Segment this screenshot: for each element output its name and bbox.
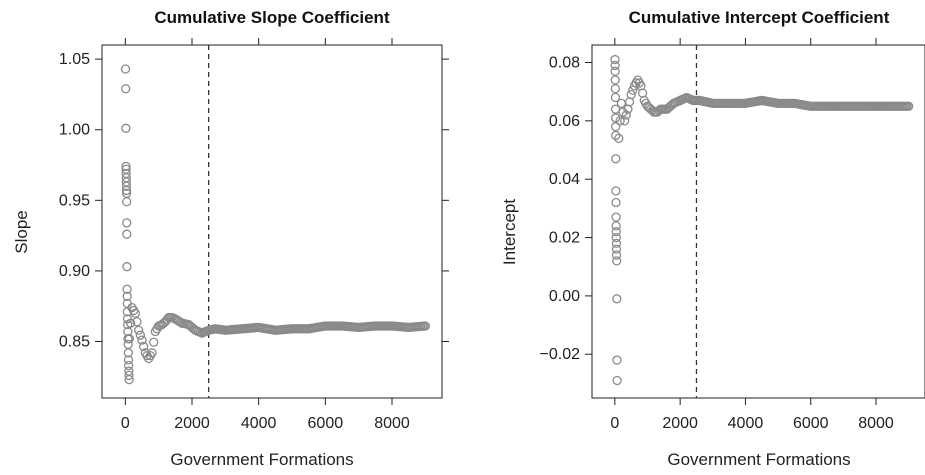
data-point — [612, 375, 622, 386]
data-point — [611, 232, 621, 243]
data-point — [149, 337, 159, 347]
data-point — [610, 66, 620, 76]
x-tick-label: 6000 — [308, 415, 344, 432]
y-tick-label: 0.08 — [549, 55, 580, 72]
data-point — [123, 326, 133, 337]
data-point — [611, 244, 622, 254]
intercept-panel: 0 2000 4000 6000 8000 −0.02 0.00 0.02 0.04 0.06 0.… — [540, 38, 925, 432]
data-point — [122, 218, 132, 228]
data-point — [611, 238, 622, 249]
y-tick-label: 0.90 — [59, 263, 90, 280]
plot-frame — [591, 44, 925, 399]
y-tick-label: 0.85 — [59, 334, 90, 351]
data-point — [130, 308, 140, 318]
slope-chart-title: Cumulative Slope Coefficient — [154, 8, 390, 27]
data-point — [137, 335, 147, 345]
data-point — [611, 122, 621, 132]
data-point — [611, 227, 621, 237]
x-tick-label: 4000 — [728, 415, 764, 432]
data-point — [619, 116, 630, 126]
x-tick-label: 4000 — [241, 415, 277, 432]
data-point — [616, 98, 627, 108]
data-point — [612, 294, 622, 304]
y-tick-label: 0.04 — [549, 171, 580, 188]
y-tick-label: 0.06 — [549, 113, 580, 130]
slope-panel: 0 2000 4000 6000 8000 0.85 0.90 0.95 1.00 1.05 — [59, 38, 449, 432]
data-point — [120, 64, 131, 74]
data-point — [122, 291, 132, 301]
data-point — [610, 75, 620, 85]
y-tick-label: 0.00 — [549, 288, 580, 305]
data-point — [139, 341, 149, 352]
data-point — [611, 154, 621, 164]
data-point — [611, 186, 621, 196]
slope-x-axis-label: Government Formations — [170, 450, 354, 469]
data-point — [121, 161, 131, 172]
data-point — [420, 321, 430, 331]
data-point — [122, 197, 132, 207]
data-point — [626, 89, 636, 100]
data-point — [124, 360, 134, 371]
intercept-x-axis-label: Government Formations — [667, 450, 851, 469]
x-tick-label: 8000 — [858, 415, 894, 432]
data-point — [124, 374, 134, 385]
data-point — [123, 339, 133, 349]
intercept-chart-title: Cumulative Intercept Coefficient — [628, 8, 890, 27]
data-point — [904, 101, 914, 111]
data-point — [121, 181, 132, 191]
data-point — [132, 317, 142, 327]
x-tick-label: 0 — [121, 415, 130, 432]
data-point — [614, 133, 624, 144]
y-tick-label: 0.02 — [549, 230, 580, 247]
data-point — [621, 110, 631, 120]
data-point — [124, 334, 134, 344]
y-tick-label: 1.00 — [59, 122, 90, 139]
data-point — [610, 54, 620, 65]
x-tick-label: 2000 — [662, 415, 698, 432]
data-point — [611, 256, 622, 266]
data-point — [610, 60, 620, 71]
intercept-y-axis-label: Intercept — [500, 198, 519, 266]
y-tick-label: −0.02 — [540, 346, 581, 363]
data-point — [121, 123, 131, 133]
plot-frame — [101, 44, 443, 399]
x-tick-label: 2000 — [174, 415, 210, 432]
data-point — [147, 348, 157, 358]
data-point — [610, 84, 620, 94]
x-tick-label: 6000 — [793, 415, 829, 432]
x-tick-label: 0 — [610, 415, 619, 432]
data-point — [610, 92, 621, 103]
data-point — [124, 370, 134, 381]
data-point — [611, 212, 621, 222]
data-point — [122, 284, 132, 294]
data-point — [135, 330, 145, 340]
data-point — [134, 325, 144, 335]
slope-y-axis-label: Slope — [12, 210, 31, 254]
y-tick-label: 1.05 — [59, 51, 90, 68]
data-point — [122, 262, 132, 272]
data-point — [611, 221, 621, 231]
data-point — [121, 84, 131, 94]
data-point — [123, 348, 133, 358]
data-point — [121, 185, 132, 196]
y-tick-label: 0.95 — [59, 192, 90, 209]
data-point — [122, 229, 132, 239]
data-point — [615, 116, 625, 126]
data-point — [126, 318, 136, 328]
data-point — [123, 355, 134, 365]
data-point — [611, 197, 621, 208]
data-point — [612, 355, 622, 365]
data-point — [611, 250, 622, 260]
x-tick-label: 8000 — [374, 415, 410, 432]
data-point — [611, 130, 621, 141]
